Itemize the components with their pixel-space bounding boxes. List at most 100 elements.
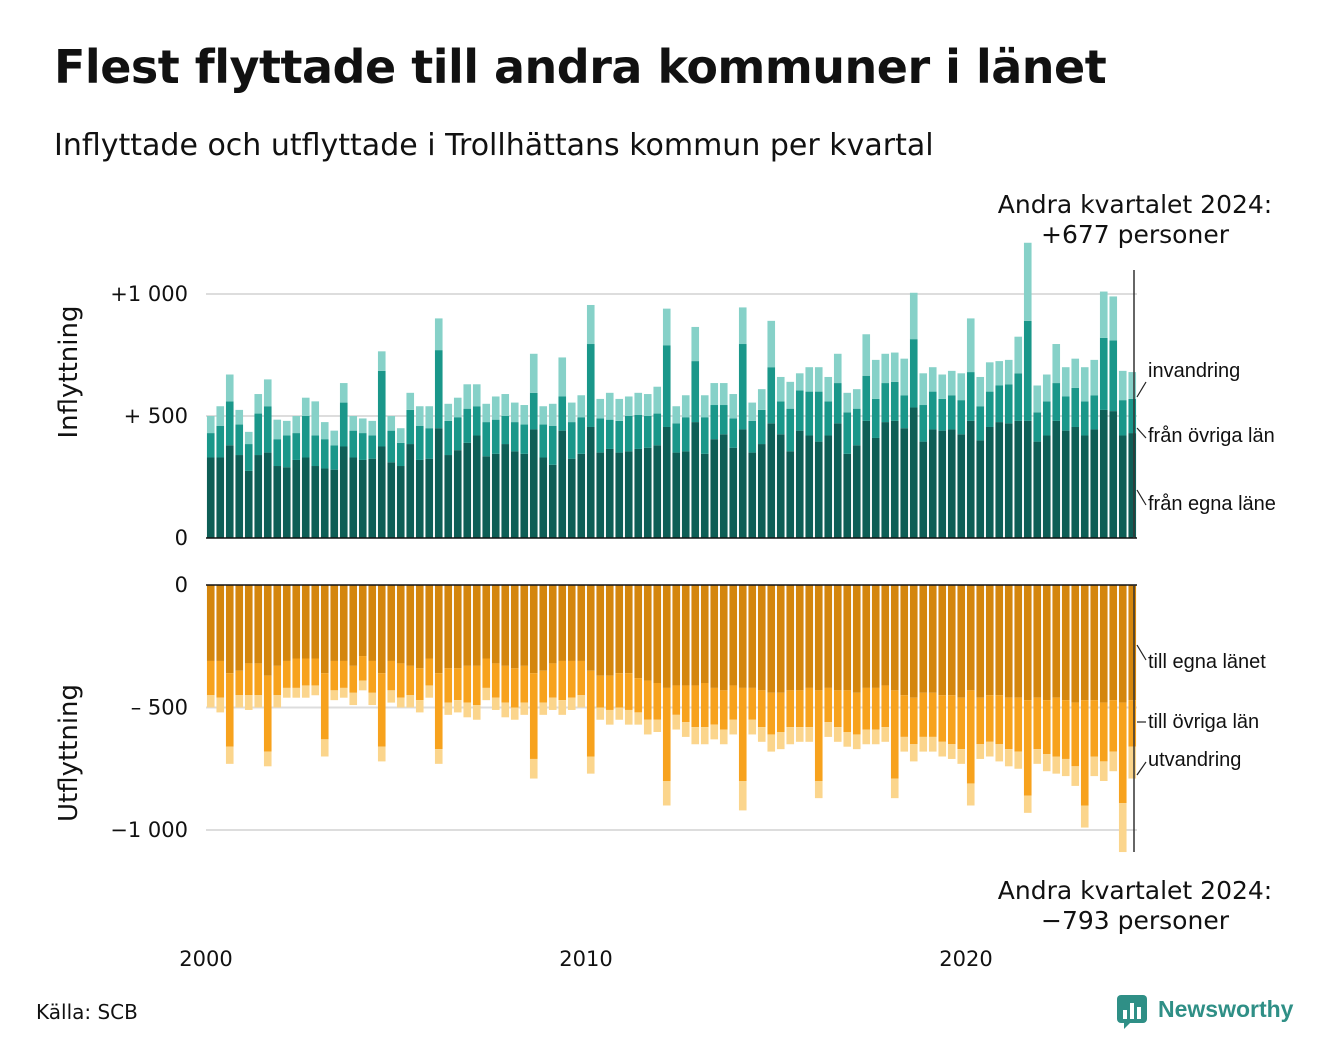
bar-in-2-2 bbox=[225, 374, 234, 402]
bar-in-0-97 bbox=[1128, 433, 1137, 538]
bar-out-2-92 bbox=[1080, 805, 1089, 828]
bar-in-0-27 bbox=[463, 442, 472, 538]
bar-out-0-56 bbox=[738, 585, 747, 688]
bar-out-0-10 bbox=[301, 585, 310, 659]
bar-out-1-65 bbox=[824, 687, 833, 723]
bar-out-1-42 bbox=[605, 675, 614, 710]
bar-out-2-82 bbox=[985, 741, 994, 757]
bar-in-1-51 bbox=[691, 361, 700, 423]
bar-in-0-43 bbox=[615, 452, 624, 538]
bar-in-1-42 bbox=[605, 419, 614, 449]
bar-out-2-75 bbox=[919, 736, 928, 752]
bar-out-2-19 bbox=[387, 690, 396, 703]
bar-in-1-15 bbox=[349, 430, 358, 458]
bar-out-0-75 bbox=[919, 585, 928, 693]
bar-out-1-79 bbox=[957, 697, 966, 750]
bar-in-2-63 bbox=[805, 367, 814, 392]
bar-in-0-56 bbox=[738, 429, 747, 538]
bar-out-2-11 bbox=[311, 685, 320, 696]
bar-in-1-74 bbox=[909, 339, 918, 408]
bar-in-1-55 bbox=[729, 418, 738, 448]
bar-out-1-54 bbox=[719, 690, 728, 730]
bar-out-1-8 bbox=[282, 660, 291, 688]
bar-out-1-18 bbox=[377, 673, 386, 747]
bar-in-0-44 bbox=[624, 451, 633, 538]
bar-in-1-23 bbox=[425, 428, 434, 459]
bar-out-1-43 bbox=[615, 673, 624, 708]
bar-in-0-53 bbox=[710, 439, 719, 538]
bar-in-2-92 bbox=[1080, 367, 1089, 402]
bar-out-1-84 bbox=[1004, 697, 1013, 750]
bar-out-2-29 bbox=[482, 687, 491, 701]
bar-in-2-17 bbox=[368, 420, 377, 436]
bar-in-0-95 bbox=[1109, 411, 1118, 538]
outflow-bars bbox=[206, 585, 1137, 853]
bar-in-1-92 bbox=[1080, 401, 1089, 436]
bar-out-0-39 bbox=[577, 585, 586, 661]
panel-label-out: Utflyttning bbox=[54, 684, 84, 822]
bar-in-0-42 bbox=[605, 448, 614, 538]
chart-subtitle: Inflyttade och utflyttade i Trollhättans… bbox=[54, 128, 934, 163]
bar-out-2-56 bbox=[738, 781, 747, 811]
bar-out-0-82 bbox=[985, 585, 994, 696]
bar-out-2-71 bbox=[881, 727, 890, 742]
bar-in-2-6 bbox=[263, 379, 272, 407]
newsworthy-logo[interactable]: Newsworthy bbox=[1116, 994, 1306, 1034]
bar-out-0-31 bbox=[501, 585, 510, 666]
bar-out-1-29 bbox=[482, 658, 491, 688]
bar-out-1-36 bbox=[548, 663, 557, 698]
bar-out-1-12 bbox=[320, 673, 329, 740]
bar-out-0-92 bbox=[1080, 585, 1089, 701]
bar-out-0-76 bbox=[928, 585, 937, 693]
bar-out-2-1 bbox=[216, 697, 225, 713]
bar-out-0-52 bbox=[700, 585, 709, 683]
bar-out-0-73 bbox=[900, 585, 909, 696]
bar-out-2-63 bbox=[805, 727, 814, 742]
bar-out-1-33 bbox=[520, 665, 529, 703]
bar-out-1-67 bbox=[843, 690, 852, 732]
bar-in-1-28 bbox=[472, 406, 481, 436]
bar-in-2-81 bbox=[976, 376, 985, 407]
y-tick-in-0: 0 bbox=[175, 526, 188, 550]
bar-in-0-55 bbox=[729, 447, 738, 538]
bar-in-2-41 bbox=[596, 398, 605, 419]
bar-out-1-83 bbox=[995, 695, 1004, 745]
bar-out-1-7 bbox=[273, 665, 282, 696]
bar-out-2-74 bbox=[909, 744, 918, 762]
bar-in-0-35 bbox=[539, 457, 548, 538]
bar-in-2-23 bbox=[425, 406, 434, 429]
bar-in-0-33 bbox=[520, 453, 529, 538]
bar-in-2-30 bbox=[491, 396, 500, 420]
bar-in-2-26 bbox=[453, 397, 462, 418]
bar-out-2-40 bbox=[586, 756, 595, 774]
bar-in-1-63 bbox=[805, 391, 814, 436]
bar-out-2-91 bbox=[1071, 766, 1080, 786]
bar-out-0-87 bbox=[1033, 585, 1042, 698]
bar-in-1-26 bbox=[453, 417, 462, 451]
bar-in-2-94 bbox=[1099, 291, 1108, 338]
bar-out-0-19 bbox=[387, 585, 396, 661]
bar-out-1-2 bbox=[225, 673, 234, 747]
x-tick-2020: 2020 bbox=[939, 947, 992, 971]
bar-out-0-48 bbox=[662, 585, 671, 688]
bar-in-2-37 bbox=[558, 357, 567, 397]
bar-out-0-21 bbox=[406, 585, 415, 666]
bar-in-0-57 bbox=[748, 452, 757, 538]
bar-out-1-0 bbox=[206, 660, 215, 696]
annotation-bottom-line1: Andra kvartalet 2024: bbox=[997, 876, 1273, 905]
bar-out-0-93 bbox=[1090, 585, 1099, 701]
bar-out-0-80 bbox=[966, 585, 975, 691]
panel-label-in: Inflyttning bbox=[54, 306, 84, 439]
bar-out-0-74 bbox=[909, 585, 918, 698]
bar-in-1-44 bbox=[624, 416, 633, 452]
bar-in-0-63 bbox=[805, 435, 814, 538]
bar-in-1-57 bbox=[748, 420, 757, 453]
bar-out-0-43 bbox=[615, 585, 624, 674]
bar-in-0-62 bbox=[795, 430, 804, 538]
bar-out-2-65 bbox=[824, 722, 833, 737]
bar-out-0-26 bbox=[453, 585, 462, 669]
bar-out-0-95 bbox=[1109, 585, 1118, 701]
bar-in-1-34 bbox=[529, 392, 538, 430]
bar-in-1-89 bbox=[1052, 383, 1061, 421]
bar-in-2-39 bbox=[577, 395, 586, 418]
